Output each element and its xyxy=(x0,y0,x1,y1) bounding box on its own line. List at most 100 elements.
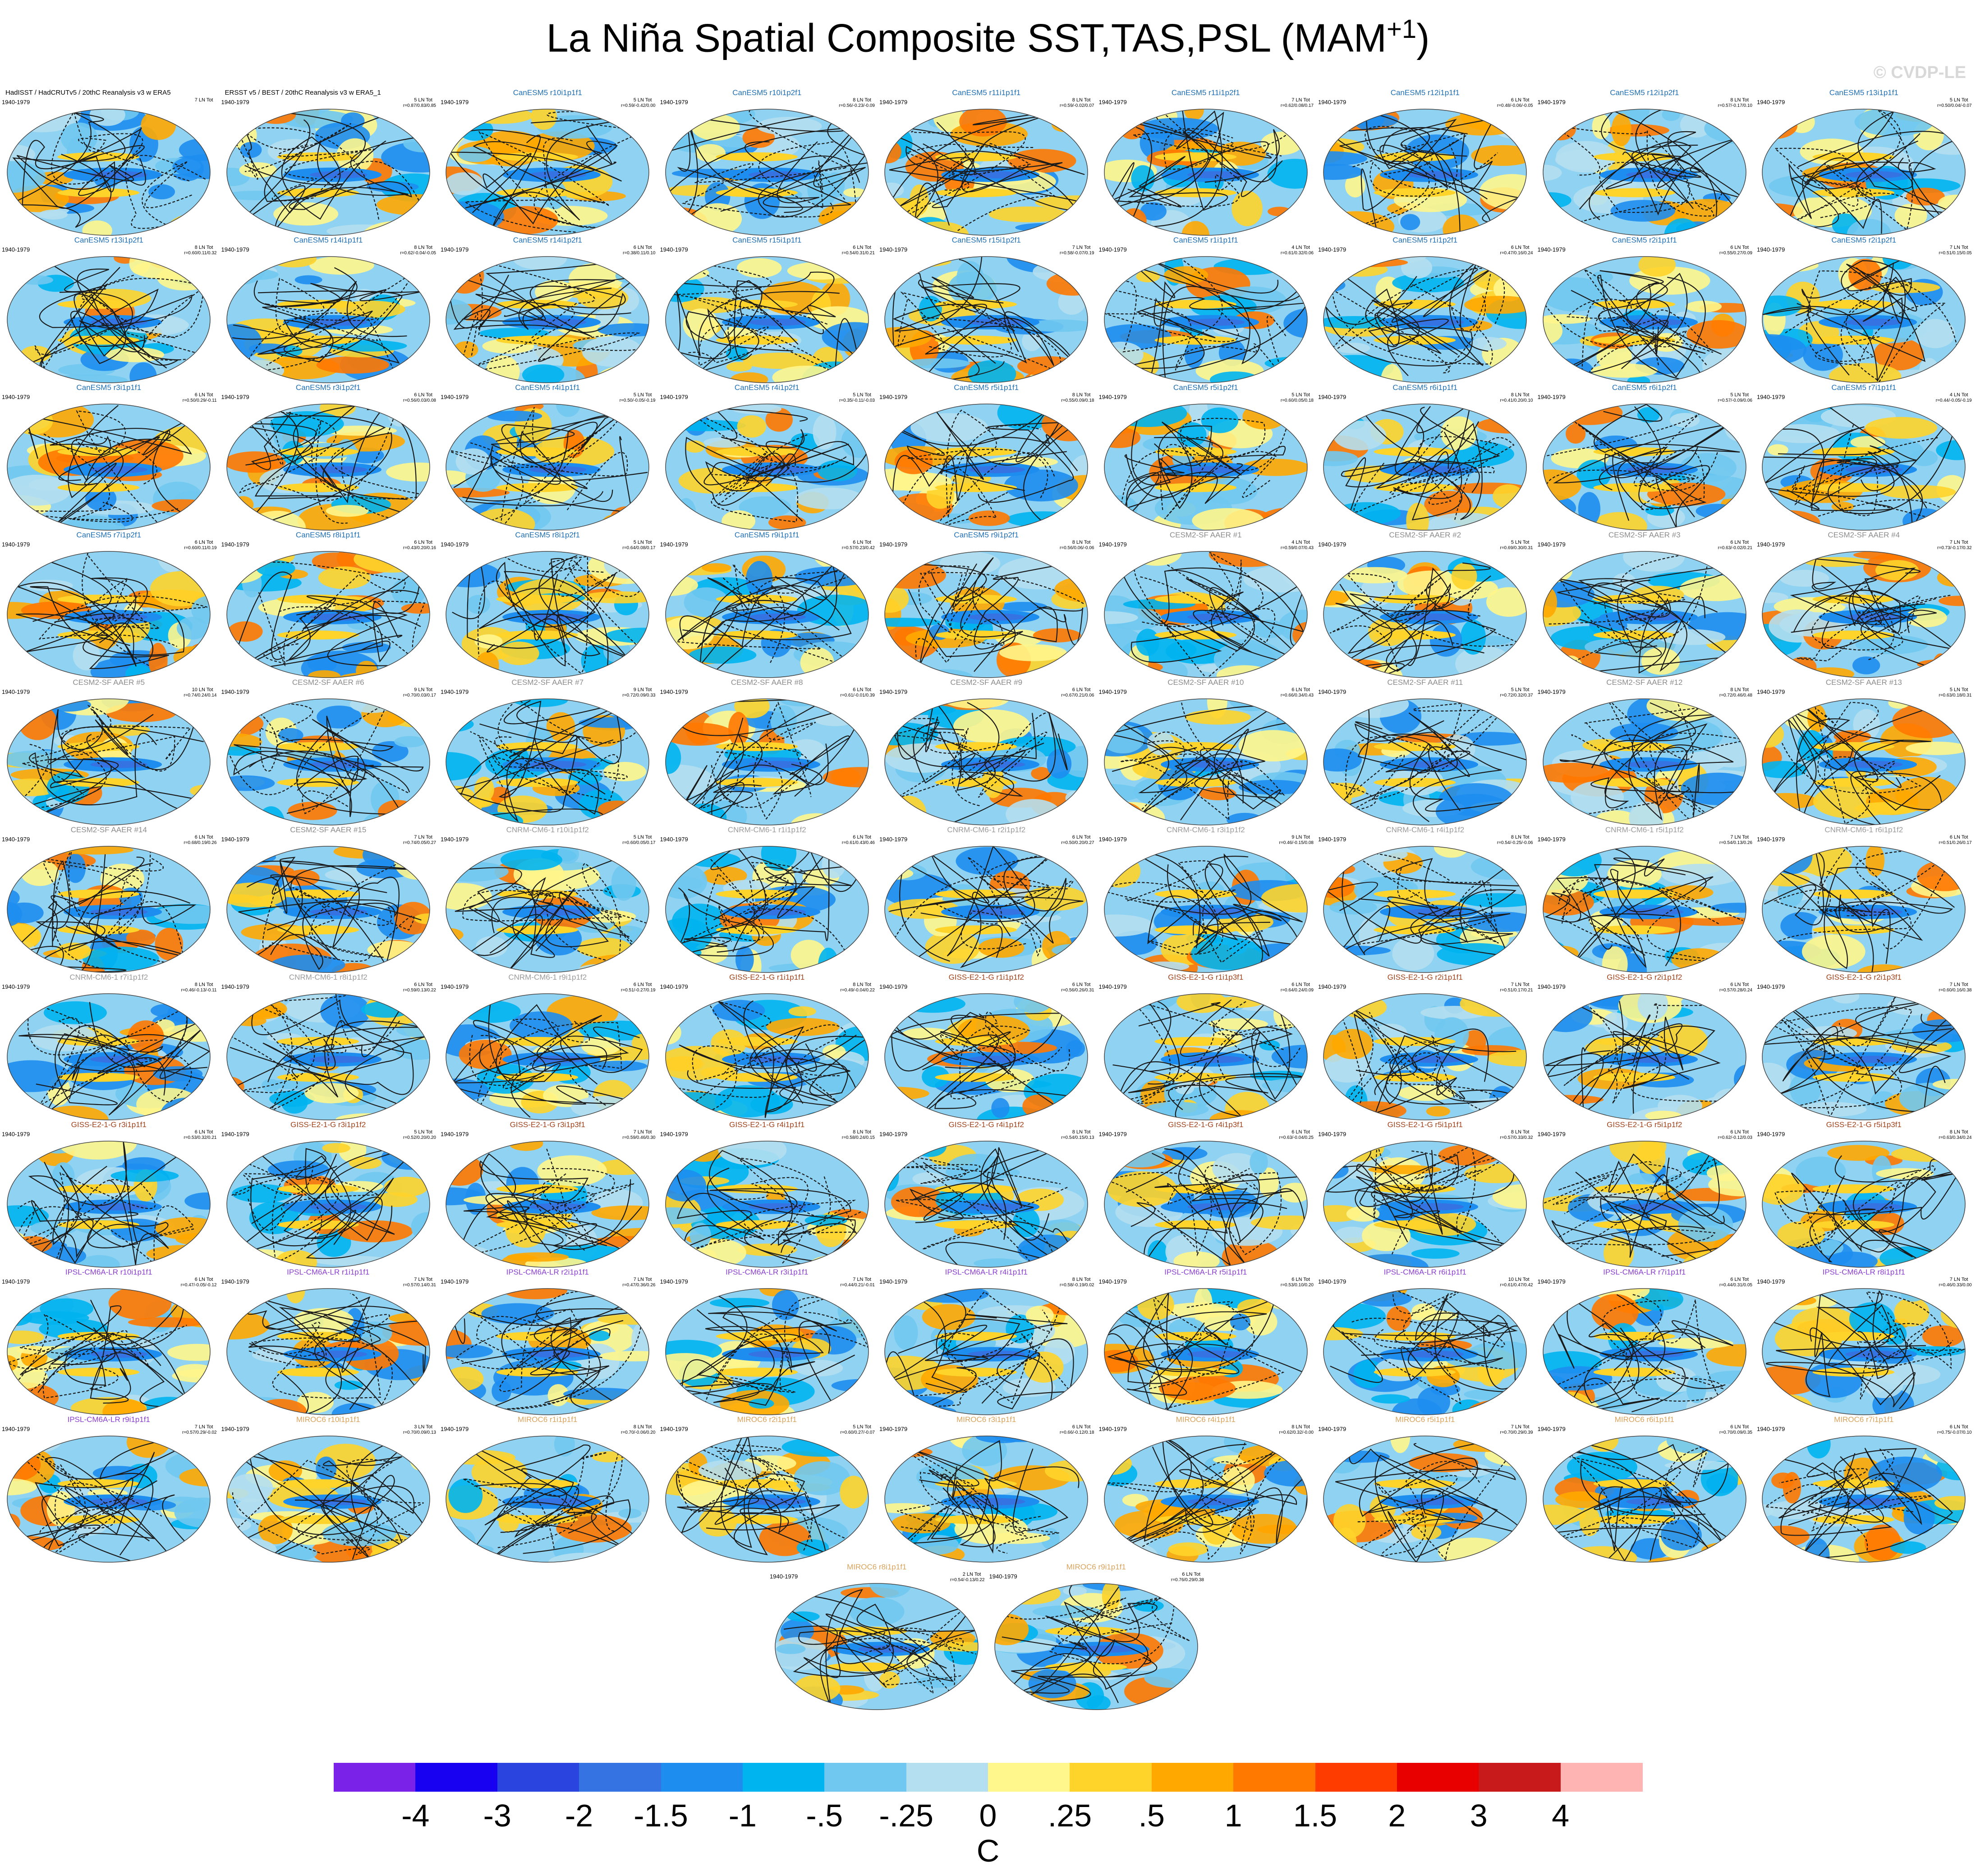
composite-map xyxy=(226,993,430,1120)
colorbar-swatch xyxy=(1233,1763,1315,1792)
composite-map xyxy=(1762,1288,1966,1415)
panel-title: CESM2-SF AAER #4 xyxy=(1828,531,1900,539)
panel-title: CNRM-CM6-1 r5i1p1f2 xyxy=(1605,826,1684,834)
panel-event-count: 6 LN Tot xyxy=(1291,982,1310,987)
panel-event-count: 6 LN Tot xyxy=(633,982,652,987)
panel-period: 1940-1979 xyxy=(1318,983,1346,990)
panel-correlation-stats: r=0.61/0.43/0.46 xyxy=(841,840,875,845)
panel-event-count: 6 LN Tot xyxy=(1511,245,1530,250)
map-panel: CNRM-CM6-1 r3i1p1f2 1940-1979 9 LN Tot r=0.… xyxy=(1097,826,1315,973)
panel-period: 1940-1979 xyxy=(1318,541,1346,548)
panel-title: CNRM-CM6-1 r6i1p1f2 xyxy=(1824,826,1903,834)
panel-title: CanESM5 r13i1p2f1 xyxy=(74,236,143,244)
panel-period: 1940-1979 xyxy=(660,394,688,400)
panel-period: 1940-1979 xyxy=(660,99,688,105)
panel-period: 1940-1979 xyxy=(2,1131,30,1138)
panel-title: CanESM5 r9i1p1f1 xyxy=(734,531,800,539)
panel-title: CESM2-SF AAER #15 xyxy=(290,826,367,834)
map-panel: CanESM5 r12i1p2f1 1940-1979 8 LN Tot r=0.57… xyxy=(1536,88,1754,236)
panel-event-count: 8 LN Tot xyxy=(1511,835,1530,840)
panel-event-count: 8 LN Tot xyxy=(1730,97,1749,103)
panel-event-count: 8 LN Tot xyxy=(853,982,871,987)
map-panel: CESM2-SF AAER #15 1940-1979 7 LN Tot r=0.74… xyxy=(220,826,437,973)
composite-map xyxy=(665,256,869,383)
panel-title: IPSL-CM6A-LR r1i1p1f1 xyxy=(287,1268,370,1276)
panel-event-count: 6 LN Tot xyxy=(1730,1424,1749,1430)
panel-title: CanESM5 r8i1p1f1 xyxy=(295,531,361,539)
panel-event-count: 6 LN Tot xyxy=(853,835,871,840)
panel-title: IPSL-CM6A-LR r3i1p1f1 xyxy=(726,1268,809,1276)
colorbar-tick-label: 3 xyxy=(1470,1798,1488,1833)
panel-period: 1940-1979 xyxy=(1757,541,1785,548)
panel-period: 1940-1979 xyxy=(2,394,30,400)
map-panel: GISS-E2-1-G r1i1p3f1 1940-1979 6 LN Tot r=0… xyxy=(1097,973,1315,1120)
composite-map xyxy=(665,698,869,826)
panel-period: 1940-1979 xyxy=(1757,246,1785,253)
composite-map xyxy=(1762,256,1966,383)
panel-correlation-stats: r=0.53/0.10/0.20 xyxy=(1280,1283,1314,1288)
panel-title: CanESM5 r4i1p2f1 xyxy=(734,383,800,392)
panel-period: 1940-1979 xyxy=(1318,1278,1346,1285)
panel-correlation-stats: r=0.70/0.03/0.17 xyxy=(403,693,436,698)
panel-event-count: 8 LN Tot xyxy=(1949,1129,1968,1135)
map-panel: CanESM5 r13i1p2f1 1940-1979 8 LN Tot r=0.60… xyxy=(0,236,218,383)
panel-correlation-stats: r=0.47/0.16/0.24 xyxy=(1500,251,1533,256)
map-panel: CanESM5 r13i1p1f1 1940-1979 5 LN Tot r=0.50… xyxy=(1755,88,1973,236)
panel-period: 1940-1979 xyxy=(770,1573,798,1580)
panel-title: CanESM5 r7i1p1f1 xyxy=(1831,383,1897,392)
panel-period: 1940-1979 xyxy=(1098,1426,1127,1432)
composite-map xyxy=(884,698,1088,826)
map-panel: GISS-E2-1-G r5i1p1f1 1940-1979 8 LN Tot r=0… xyxy=(1316,1120,1534,1268)
map-panel: CanESM5 r14i1p2f1 1940-1979 6 LN Tot r=0.38… xyxy=(439,236,657,383)
panel-period: 1940-1979 xyxy=(879,688,908,695)
panel-event-count: 7 LN Tot xyxy=(1511,1424,1530,1430)
map-panel: GISS-E2-1-G r5i1p3f1 1940-1979 8 LN Tot r=0… xyxy=(1755,1120,1973,1268)
panel-title: MIROC6 r10i1p1f1 xyxy=(296,1415,360,1424)
panel-event-count: 6 LN Tot xyxy=(853,540,871,545)
panel-title: CanESM5 r1i1p2f1 xyxy=(1392,236,1458,244)
panel-correlation-stats: r=0.75/-0.07/0.10 xyxy=(1937,1430,1972,1435)
panel-correlation-stats: r=0.57/0.14/0.31 xyxy=(403,1283,436,1288)
map-panel: GISS-E2-1-G r4i1p1f1 1940-1979 8 LN Tot r=0… xyxy=(658,1120,876,1268)
composite-map xyxy=(446,551,649,678)
panel-period: 1940-1979 xyxy=(1757,1426,1785,1432)
map-panel: IPSL-CM6A-LR r9i1p1f1 1940-1979 7 LN Tot r=… xyxy=(0,1415,218,1563)
panel-correlation-stats: r=0.47/-0.05/-0.12 xyxy=(180,1283,217,1288)
panel-event-count: 8 LN Tot xyxy=(1072,1277,1091,1282)
panel-event-count: 7 LN Tot xyxy=(194,1424,213,1430)
composite-map xyxy=(7,1288,211,1415)
panel-title: CanESM5 r7i1p2f1 xyxy=(76,531,142,539)
panel-title: CanESM5 r8i1p2f1 xyxy=(515,531,580,539)
map-panel: CESM2-SF AAER #4 1940-1979 7 LN Tot r=0.73/… xyxy=(1755,531,1973,678)
panel-period: 1940-1979 xyxy=(660,1426,688,1432)
panel-event-count: 7 LN Tot xyxy=(1072,245,1091,250)
panel-title: CanESM5 r6i1p2f1 xyxy=(1612,383,1677,392)
panel-title: GISS-E2-1-G r2i1p1f1 xyxy=(1387,973,1463,982)
colorbar-swatch xyxy=(1070,1763,1152,1792)
panel-period: 1940-1979 xyxy=(660,1278,688,1285)
map-panel: GISS-E2-1-G r2i1p1f1 1940-1979 7 LN Tot r=0… xyxy=(1316,973,1534,1120)
panel-correlation-stats: r=0.44/0.21/-0.01 xyxy=(840,1283,875,1288)
composite-map xyxy=(1542,1141,1746,1268)
map-panel: GISS-E2-1-G r1i1p1f1 1940-1979 8 LN Tot r=0… xyxy=(658,973,876,1120)
composite-map xyxy=(1103,109,1308,236)
colorbar-tick-label: 4 xyxy=(1552,1798,1570,1833)
composite-map xyxy=(446,1141,649,1268)
composite-map xyxy=(1103,404,1308,531)
panel-period: 1940-1979 xyxy=(1537,541,1566,548)
panel-title: IPSL-CM6A-LR r6i1p1f1 xyxy=(1383,1268,1466,1276)
map-panel: CanESM5 r2i1p1f1 1940-1979 6 LN Tot r=0.55/… xyxy=(1536,236,1754,383)
panel-title: IPSL-CM6A-LR r5i1p1f1 xyxy=(1164,1268,1247,1276)
panel-grid: HadISST / HadCRUTv5 / 20thC Reanalysis v… xyxy=(0,88,1973,1710)
panel-correlation-stats: r=0.60/0.11/0.32 xyxy=(184,251,217,256)
composite-map xyxy=(884,256,1088,383)
colorbar-tick-label: -2 xyxy=(565,1798,593,1833)
map-panel: CESM2-SF AAER #13 1940-1979 5 LN Tot r=0.63… xyxy=(1755,678,1973,826)
map-panel: IPSL-CM6A-LR r8i1p1f1 1940-1979 7 LN Tot r=… xyxy=(1755,1268,1973,1415)
composite-map xyxy=(7,698,211,826)
panel-title: CESM2-SF AAER #9 xyxy=(950,678,1023,687)
panel-correlation-stats: r=0.38/0.11/0.10 xyxy=(623,251,656,256)
panel-correlation-stats: r=0.59/0.13/0.22 xyxy=(403,988,436,993)
panel-title: CanESM5 r14i1p1f1 xyxy=(294,236,363,244)
panel-title: GISS-E2-1-G r2i1p1f2 xyxy=(1607,973,1682,982)
